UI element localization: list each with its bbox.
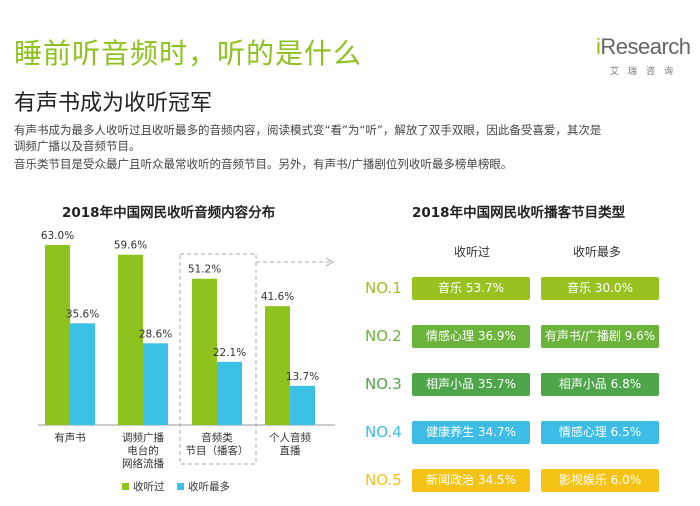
category-label-1-0: 调频广播 (122, 431, 164, 444)
bar-listened-2 (192, 278, 217, 425)
paragraph-line-3: 音乐类节目是受众最广且听众最常收听的音频节目。另外，有声书/广播剧位列收听最多榜… (14, 157, 513, 171)
column-header-most: 收听最多 (573, 245, 622, 259)
bar-listened-0 (45, 245, 70, 425)
rank-label-3: NO.3 (365, 375, 402, 393)
logo-wordmark: iResearch (596, 34, 691, 60)
rank-5-most-pill: 影视娱乐 6.0% (541, 469, 659, 492)
page-title: 睡前听音频时，听的是什么 (14, 37, 363, 70)
paragraph-line-1: 有声书成为最多人收听过且收听最多的音频内容，阅读模式变“看”为“听”，解放了双手… (14, 123, 602, 137)
highlight-arrow-head (325, 257, 335, 267)
column-header-listened: 收听过 (454, 245, 491, 259)
legend-swatch-listened (122, 483, 129, 490)
data-label-most-0: 35.6% (66, 308, 99, 320)
rank-label-2: NO.2 (365, 327, 402, 345)
rank-5-listened-pill: 新闻政治 34.5% (412, 469, 530, 492)
data-label-most-3: 13.7% (286, 371, 319, 383)
data-label-most-2: 22.1% (213, 347, 246, 359)
highlight-box (179, 253, 257, 465)
data-label-listened-0: 63.0% (41, 230, 74, 242)
rank-label-5: NO.5 (365, 471, 402, 489)
rank-2-listened-pill: 情感心理 36.9% (412, 325, 530, 348)
bar-most-1 (143, 343, 168, 425)
rank-3-listened-pill: 相声小品 35.7% (412, 373, 530, 396)
bar-most-3 (290, 385, 315, 425)
data-label-listened-2: 51.2% (188, 264, 221, 276)
logo-i: i (596, 34, 601, 59)
category-label-1-1: 电台的 (127, 444, 159, 457)
rank-label-1: NO.1 (365, 279, 402, 297)
logo-text: Research (600, 34, 691, 59)
category-label-2-1: 节目（播客） (186, 444, 249, 457)
paragraph-line-2: 调频广播以及音频节目。 (14, 139, 141, 153)
data-label-listened-1: 59.6% (114, 240, 147, 252)
logo-subtitle: 艾瑞咨询 (610, 67, 683, 77)
legend-swatch-most (177, 483, 184, 490)
bar-chart-title: 2018年中国网民收听音频内容分布 (62, 205, 276, 221)
bar-most-0 (70, 323, 95, 425)
bar-listened-1 (118, 254, 143, 425)
data-label-most-1: 28.6% (139, 328, 172, 340)
rank-2-most-pill: 有声书/广播剧 9.6% (541, 325, 659, 348)
iresearch-logo: iResearch 艾瑞咨询 (590, 34, 691, 84)
ranking-table-title: 2018年中国网民收听播客节目类型 (412, 205, 626, 221)
category-label-2-0: 音频类 (201, 431, 233, 444)
bar-listened-3 (265, 306, 290, 425)
legend-label-most: 收听最多 (188, 480, 230, 493)
rank-1-most-pill: 音乐 30.0% (541, 277, 659, 300)
rank-4-listened-pill: 健康养生 34.7% (412, 421, 530, 444)
rank-1-listened-pill: 音乐 53.7% (412, 277, 530, 300)
bar-most-2 (217, 361, 242, 425)
category-label-0-0: 有声书 (54, 431, 86, 444)
category-label-1-2: 网络流播 (122, 457, 164, 470)
data-label-listened-3: 41.6% (261, 291, 294, 303)
rank-3-most-pill: 相声小品 6.8% (541, 373, 659, 396)
legend-label-listened: 收听过 (133, 480, 165, 493)
rank-4-most-pill: 情感心理 6.5% (541, 421, 659, 444)
page-subtitle: 有声书成为收听冠军 (14, 91, 213, 116)
category-label-3-1: 直播 (280, 444, 301, 457)
rank-label-4: NO.4 (365, 423, 402, 441)
category-label-3-0: 个人音频 (269, 431, 311, 444)
